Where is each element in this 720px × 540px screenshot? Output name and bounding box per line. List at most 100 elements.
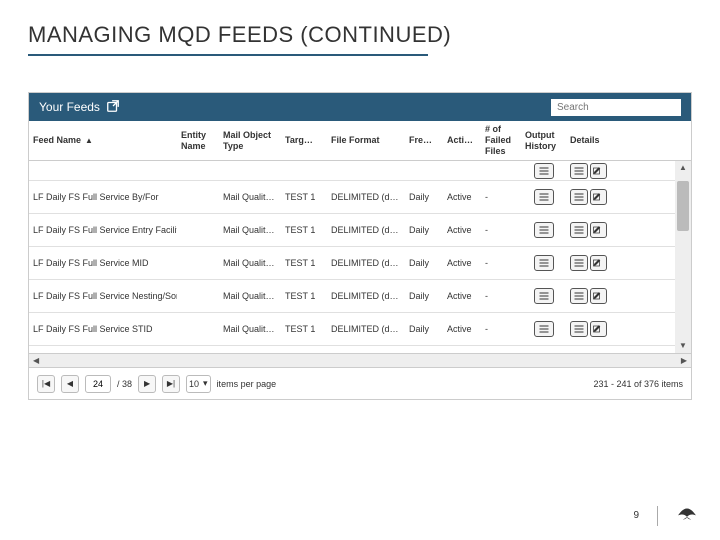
footer-separator [657, 506, 658, 526]
col-failed-files[interactable]: # of Failed Files [481, 122, 521, 158]
table-row[interactable]: LF Daily FS Full Service MIDMail Quality… [29, 247, 675, 280]
col-frequency[interactable]: Fre… [405, 133, 443, 148]
eagle-logo [676, 505, 698, 526]
col-feed-name[interactable]: Feed Name ▲ [29, 133, 177, 148]
cell-details [566, 286, 611, 306]
cell-feed-name: LF Daily FS Full Service Entry Facility [29, 223, 177, 238]
external-link-icon[interactable] [106, 99, 120, 116]
cell-details [566, 220, 611, 240]
list-icon[interactable] [534, 255, 554, 271]
items-per-page-select[interactable]: 10 ▾ [186, 375, 211, 393]
slide-footer: 9 [633, 505, 698, 526]
cell-details [566, 187, 611, 207]
search-input[interactable] [551, 99, 681, 116]
cell-output-history [521, 187, 566, 207]
chevron-down-icon: ▾ [203, 378, 208, 389]
col-feed-name-label: Feed Name [33, 135, 81, 146]
pager-of-label: / 38 [117, 379, 132, 389]
cell-failed: - [481, 289, 521, 304]
cell-failed: - [481, 256, 521, 271]
cell-feed-name: LF Daily FS Full Service STID [29, 322, 177, 337]
pager-last-button[interactable]: ▶| [162, 375, 180, 393]
cell-details [566, 319, 611, 339]
cell-output-history [521, 319, 566, 339]
page-number: 9 [633, 510, 639, 521]
cell-frequency: Daily [405, 256, 443, 271]
cell-active: Active [443, 190, 481, 205]
cell-entity [177, 327, 219, 331]
col-active[interactable]: Acti… [443, 133, 481, 148]
cell-failed: - [481, 322, 521, 337]
pager-page-input[interactable] [85, 375, 111, 393]
grid-header-row: Feed Name ▲ Entity Name Mail Object Type… [29, 121, 691, 161]
vertical-scrollbar[interactable]: ▲ ▼ [675, 161, 691, 353]
cell-targ: TEST 1 [281, 223, 327, 238]
title-underline [28, 54, 428, 56]
cell-mail-object-type: Mail Quality Data [219, 322, 281, 337]
horizontal-scrollbar[interactable]: ◀ ▶ [29, 353, 691, 367]
edit-icon[interactable] [590, 163, 608, 179]
cell-feed-name: LF Daily FS Full Service By/For [29, 190, 177, 205]
table-row[interactable]: LF Daily FS Full Service By/ForMail Qual… [29, 181, 675, 214]
pager-prev-button[interactable]: ◀ [61, 375, 79, 393]
pager-first-button[interactable]: |◀ [37, 375, 55, 393]
pager-next-button[interactable]: ▶ [138, 375, 156, 393]
list-icon[interactable] [570, 222, 588, 238]
cell-file-format: DELIMITED (del… [327, 256, 405, 271]
list-icon[interactable] [534, 288, 554, 304]
col-targ[interactable]: Targ… [281, 133, 327, 148]
col-entity-name[interactable]: Entity Name [177, 128, 219, 154]
col-output-history[interactable]: Output History [521, 128, 566, 154]
list-icon[interactable] [570, 189, 588, 205]
scroll-thumb[interactable] [677, 181, 689, 231]
edit-icon[interactable] [590, 189, 608, 205]
cell-targ: TEST 1 [281, 289, 327, 304]
table-row[interactable]: LF Daily FS Full Service Unlinked CopalM… [29, 346, 675, 353]
cell-frequency: Daily [405, 289, 443, 304]
scroll-up-icon[interactable]: ▲ [675, 161, 691, 175]
edit-icon[interactable] [590, 222, 608, 238]
cell-output-history [521, 352, 566, 353]
table-row[interactable]: LF Daily FS Full Service STID Mail Qualit… [29, 313, 675, 346]
col-details[interactable]: Details [566, 133, 611, 148]
cell-feed-name: LF Daily FS Full Service Nesting/Sort… [29, 289, 177, 304]
grid-body: LF Daily FS Full Service By/For Mail Qual… [29, 161, 691, 353]
edit-icon[interactable] [590, 288, 608, 304]
scroll-left-icon[interactable]: ◀ [33, 356, 39, 365]
cell-output-history [521, 253, 566, 273]
cell-file-format: DELIMITED (del… [327, 289, 405, 304]
list-icon[interactable] [570, 163, 588, 179]
cell-file-format: DELIMITED (del… [327, 322, 405, 337]
feeds-panel: Your Feeds Feed Name ▲ Entity Name Mail … [28, 92, 692, 400]
cell-file-format: DELIMITED (del… [327, 223, 405, 238]
cell-active: Active [443, 223, 481, 238]
cell-feed-name: LF Daily FS Full Service MID [29, 256, 177, 271]
cell-output-history [521, 220, 566, 240]
cell-failed: - [481, 223, 521, 238]
table-row [29, 161, 675, 181]
table-row[interactable]: LF Daily FS Full Service Entry FacilityM… [29, 214, 675, 247]
edit-icon[interactable] [590, 255, 608, 271]
sort-asc-icon: ▲ [85, 136, 93, 146]
col-mail-object-type[interactable]: Mail Object Type [219, 128, 281, 154]
col-file-format[interactable]: File Format [327, 133, 405, 148]
table-row[interactable]: LF Daily FS Full Service Nesting/Sort…Ma… [29, 280, 675, 313]
cell-active: Active [443, 289, 481, 304]
list-icon[interactable] [570, 321, 588, 337]
slide-title: MANAGING MQD FEEDS (CONTINUED) [28, 22, 451, 48]
list-icon[interactable] [534, 222, 554, 238]
scroll-right-icon[interactable]: ▶ [681, 356, 687, 365]
cell-targ: TEST 1 [281, 190, 327, 205]
list-icon[interactable] [570, 288, 588, 304]
cell-frequency: Daily [405, 223, 443, 238]
list-icon[interactable] [570, 255, 588, 271]
list-icon[interactable] [534, 163, 554, 179]
list-icon[interactable] [534, 189, 554, 205]
list-icon[interactable] [534, 321, 554, 337]
cell-entity [177, 294, 219, 298]
edit-icon[interactable] [590, 321, 608, 337]
pager: |◀ ◀ / 38 ▶ ▶| 10 ▾ items per page 231 -… [29, 367, 691, 399]
scroll-down-icon[interactable]: ▼ [675, 339, 691, 353]
cell-file-format: DELIMITED (del… [327, 190, 405, 205]
cell-targ: TEST 1 [281, 322, 327, 337]
